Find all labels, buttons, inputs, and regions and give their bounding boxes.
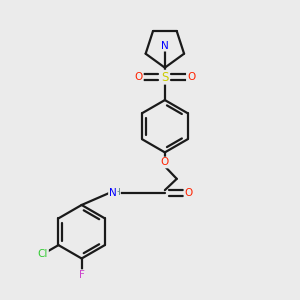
Text: S: S xyxy=(161,71,169,84)
Text: N: N xyxy=(161,41,169,51)
Text: H: H xyxy=(113,188,120,197)
Text: N: N xyxy=(109,188,117,198)
Text: F: F xyxy=(79,270,85,280)
Text: O: O xyxy=(187,72,195,82)
Text: O: O xyxy=(135,72,143,82)
Text: Cl: Cl xyxy=(38,249,48,259)
Text: O: O xyxy=(161,158,169,167)
Text: O: O xyxy=(184,188,193,198)
